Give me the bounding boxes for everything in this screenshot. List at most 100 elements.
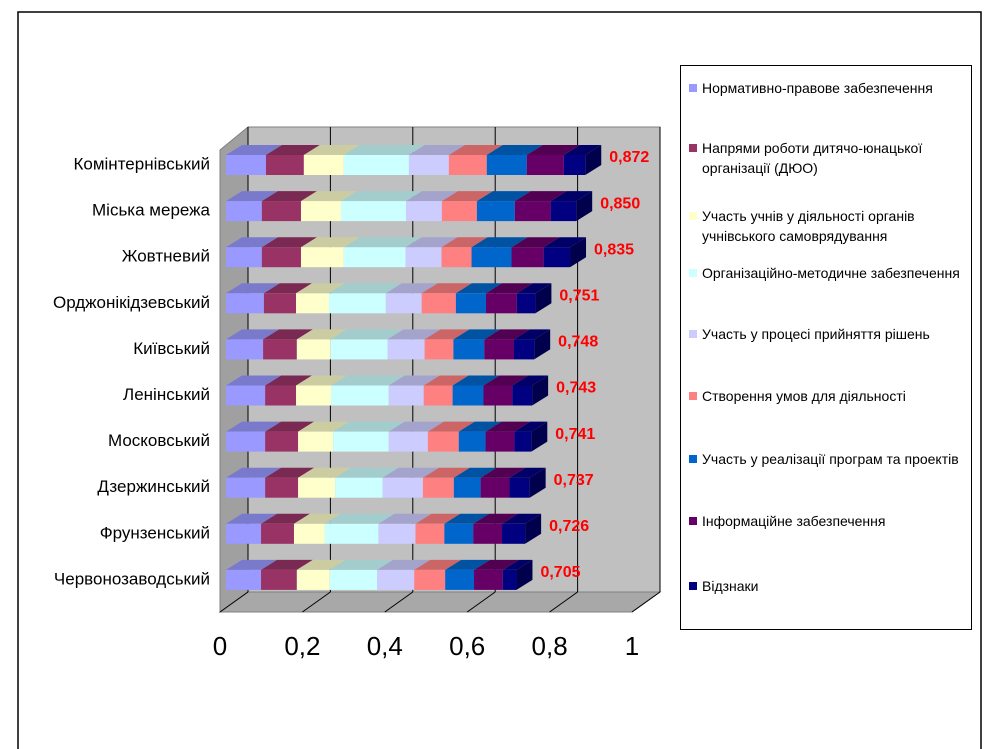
bar <box>343 247 406 268</box>
bar-top <box>486 145 543 155</box>
bar-top <box>385 283 438 294</box>
x-tick-label: 0,4 <box>367 631 403 661</box>
legend-item: Організаційно-методичне забезпечення <box>689 263 965 283</box>
bar-top <box>414 559 462 570</box>
bar <box>458 431 486 452</box>
bar <box>226 293 264 314</box>
bar <box>293 523 325 544</box>
legend: Нормативно-правове забезпечення Напрями р… <box>680 65 972 630</box>
bar <box>444 523 474 544</box>
bar-side <box>535 283 552 314</box>
bar-top <box>226 421 282 432</box>
bar <box>296 339 331 360</box>
bar-top <box>483 375 529 386</box>
bar <box>422 477 454 498</box>
bar-top <box>226 191 278 202</box>
bar-top <box>476 191 531 202</box>
total-label: 0,835 <box>594 241 634 258</box>
legend-swatch <box>689 330 697 338</box>
bar-side <box>529 467 546 498</box>
bar <box>423 385 453 406</box>
bar-top <box>261 559 313 570</box>
bar <box>340 201 407 222</box>
bar <box>298 431 334 452</box>
bar-top <box>330 329 404 340</box>
bar <box>516 293 536 314</box>
bar-top <box>513 329 551 340</box>
total-label: 0,850 <box>600 195 640 212</box>
legend-label: Відзнаки <box>702 578 759 594</box>
y-tick-label: Київський <box>133 339 210 358</box>
y-tick-label: Жовтневий <box>122 247 210 266</box>
total-label: 0,741 <box>555 426 595 443</box>
legend-swatch <box>689 582 697 590</box>
bar-top <box>453 329 501 340</box>
y-tick-label: Ленінський <box>123 385 210 404</box>
bar-top <box>480 467 526 478</box>
bar <box>261 201 301 222</box>
bar-top <box>265 375 313 386</box>
total-label: 0,726 <box>549 518 589 535</box>
legend-swatch <box>689 144 697 152</box>
bar-top <box>263 329 313 340</box>
legend-swatch <box>689 212 697 220</box>
bar-top <box>473 513 519 524</box>
bar <box>261 247 301 268</box>
bar-top <box>226 467 282 478</box>
bar-top <box>261 191 317 202</box>
legend-item: Інформаційне забезпечення <box>689 511 965 531</box>
total-label: 0,872 <box>609 149 649 166</box>
bar <box>226 247 262 268</box>
legend-item: Участь у реалізації програм та проектів <box>689 449 965 469</box>
bar <box>226 385 266 406</box>
bar-top <box>343 145 425 155</box>
y-tick-label: Червонозаводський <box>54 569 210 588</box>
bar <box>378 523 416 544</box>
bar <box>226 155 266 175</box>
bar <box>455 293 486 314</box>
bar-top <box>455 283 502 294</box>
bar-top <box>388 375 440 386</box>
legend-item: Нормативно-правове забезпечення <box>689 78 965 98</box>
bar-side <box>531 421 548 452</box>
bar <box>265 385 297 406</box>
bar-top <box>415 513 461 524</box>
bar-side <box>516 559 533 590</box>
bar-top <box>226 283 280 294</box>
bar-top <box>335 467 399 478</box>
bar-top <box>340 191 423 202</box>
y-tick-label: Орджонікідзевський <box>53 293 210 312</box>
bar-top <box>296 283 345 294</box>
bar <box>483 385 513 406</box>
bar <box>329 293 386 314</box>
bar-top <box>296 559 346 570</box>
bar <box>415 523 445 544</box>
bar <box>226 431 266 452</box>
grid-line-floor <box>631 591 661 613</box>
bar <box>296 293 329 314</box>
bar-top <box>526 145 580 155</box>
bar <box>511 247 544 268</box>
grid-line-floor <box>549 591 578 613</box>
bar-top <box>226 375 282 386</box>
bar <box>513 339 535 360</box>
total-label: 0,743 <box>556 380 596 397</box>
bar-top <box>406 191 458 202</box>
bar-top <box>512 375 549 386</box>
bar <box>343 155 409 175</box>
bar <box>324 523 379 544</box>
bar-top <box>485 283 533 294</box>
bar-top <box>458 421 502 432</box>
bar-top <box>543 237 587 248</box>
bar <box>471 247 512 268</box>
bar <box>453 339 485 360</box>
legend-swatch <box>689 269 697 277</box>
bar-top <box>226 559 278 570</box>
bar-top <box>453 467 497 478</box>
legend-item: Участь учнів у діяльності органів учнівс… <box>689 206 965 246</box>
bar <box>421 293 456 314</box>
bar-top <box>511 237 560 248</box>
bar-top <box>422 467 470 478</box>
bar-side <box>525 513 542 544</box>
